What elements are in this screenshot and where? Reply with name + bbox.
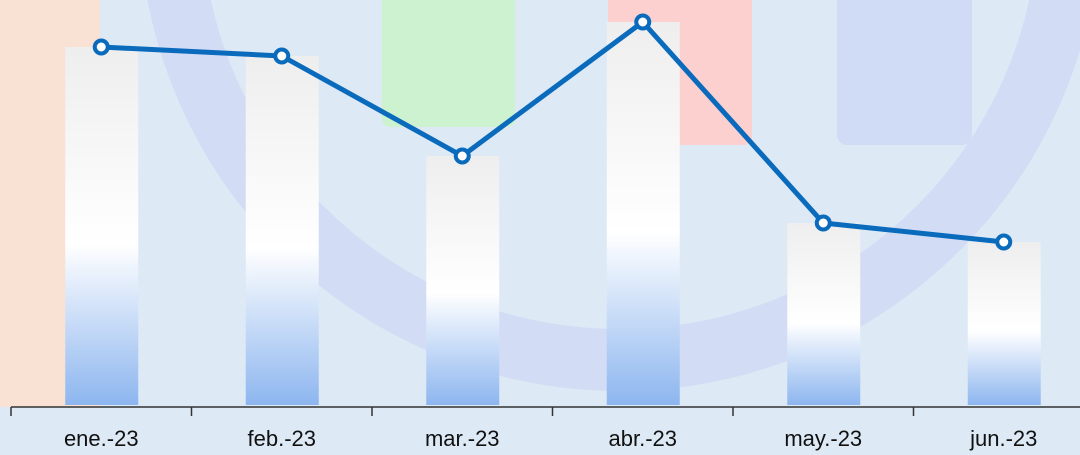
bar: [967, 242, 1041, 405]
decor-green: [382, 0, 515, 127]
bar: [426, 156, 500, 405]
line-marker: [273, 47, 291, 65]
bar: [606, 22, 680, 405]
x-tick-label: ene.-23: [64, 426, 139, 451]
bar: [787, 223, 861, 405]
line: [101, 19, 1005, 245]
line-marker: [814, 214, 832, 232]
x-tick-label: may.-23: [784, 426, 862, 451]
line-marker: [92, 38, 110, 56]
x-tick-label: abr.-23: [609, 426, 678, 451]
line-marker: [995, 233, 1013, 251]
bar: [245, 56, 319, 405]
x-tick-label: mar.-23: [425, 426, 500, 451]
bar: [65, 47, 139, 405]
x-tick-label: feb.-23: [248, 426, 317, 451]
x-tick-label: jun.-23: [969, 426, 1037, 451]
line-marker: [453, 147, 471, 165]
line-marker: [634, 13, 652, 31]
decor-blue: [837, 0, 972, 145]
